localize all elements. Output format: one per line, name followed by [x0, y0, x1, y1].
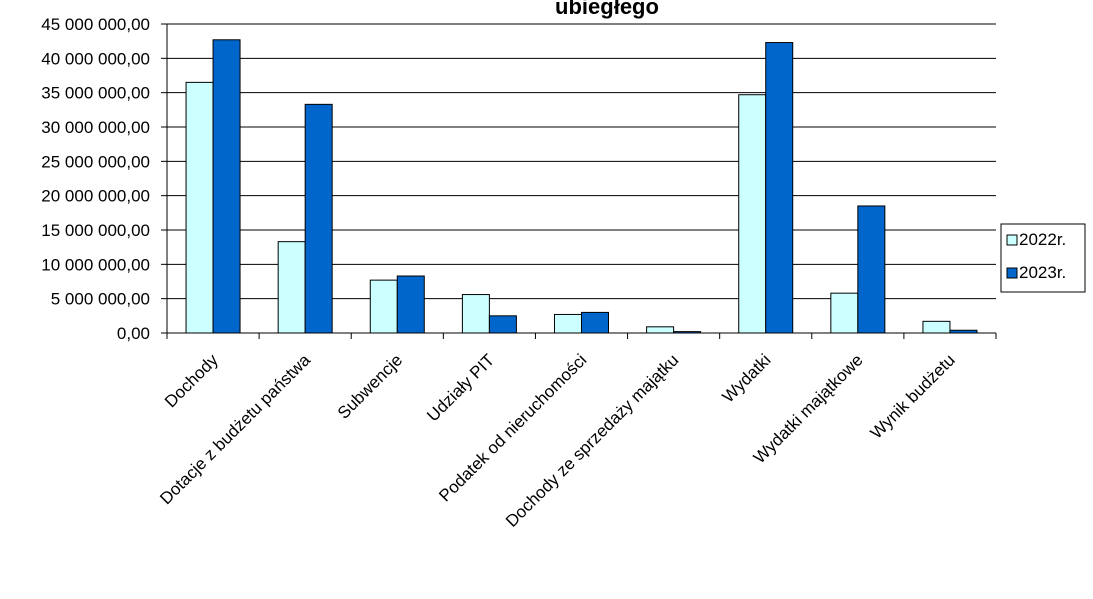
y-tick-label: 25 000 000,00	[41, 152, 150, 171]
y-tick-label: 35 000 000,00	[41, 84, 150, 103]
legend: 2022r. 2023r.	[1000, 223, 1086, 293]
x-tick-label: Dotacje z budżetu państwa	[156, 350, 314, 508]
x-tick-label: Wynik budżetu	[867, 350, 959, 442]
x-tick-label: Dochody ze sprzedaży majątku	[502, 350, 682, 530]
legend-swatch	[1006, 267, 1018, 279]
bar-2023r-2	[396, 275, 425, 334]
bar-2022r-0	[185, 81, 214, 334]
bar-2022r-4	[554, 313, 582, 334]
bars	[185, 39, 978, 334]
bar-2023r-4	[581, 311, 609, 334]
bar-2022r-8	[922, 320, 951, 334]
bar-2023r-7	[857, 205, 886, 334]
bar-2022r-5	[646, 326, 675, 334]
bar-2023r-0	[212, 39, 241, 334]
bar-2022r-7	[830, 292, 859, 334]
legend-label: 2023r.	[1019, 263, 1066, 282]
y-tick-label: 15 000 000,00	[41, 221, 150, 240]
x-tick-label: Subwencje	[334, 350, 406, 422]
bar-2022r-2	[369, 279, 398, 334]
y-tick-label: 10 000 000,00	[41, 255, 150, 274]
y-tick-label: 0,00	[117, 324, 150, 343]
y-tick-label: 5 000 000,00	[51, 290, 150, 309]
y-axis-tick-labels: 0,00 5 000 000,00 10 000 000,00 15 000 000,…	[41, 15, 150, 343]
bar-2022r-1	[277, 241, 306, 334]
x-tick-label: Wydatki	[718, 350, 774, 406]
y-tick-label: 45 000 000,00	[41, 15, 150, 34]
bar-2022r-3	[461, 294, 490, 334]
x-tick-label: Dochody	[161, 350, 222, 411]
bar-2023r-6	[765, 42, 794, 334]
axes	[161, 23, 997, 339]
x-tick-label: Udziały PIT	[423, 350, 498, 425]
y-tick-label: 40 000 000,00	[41, 49, 150, 68]
bar-2023r-1	[304, 103, 333, 334]
legend-swatch	[1006, 234, 1018, 246]
x-tick-label: Podatek od nieruchomości	[435, 350, 590, 505]
bar-2023r-3	[488, 315, 517, 334]
y-tick-label: 20 000 000,00	[41, 187, 150, 206]
legend-label: 2022r.	[1019, 230, 1066, 249]
y-tick-label: 30 000 000,00	[41, 118, 150, 137]
chart-title: ubiegłego	[555, 0, 659, 19]
bar-2022r-6	[738, 94, 767, 334]
